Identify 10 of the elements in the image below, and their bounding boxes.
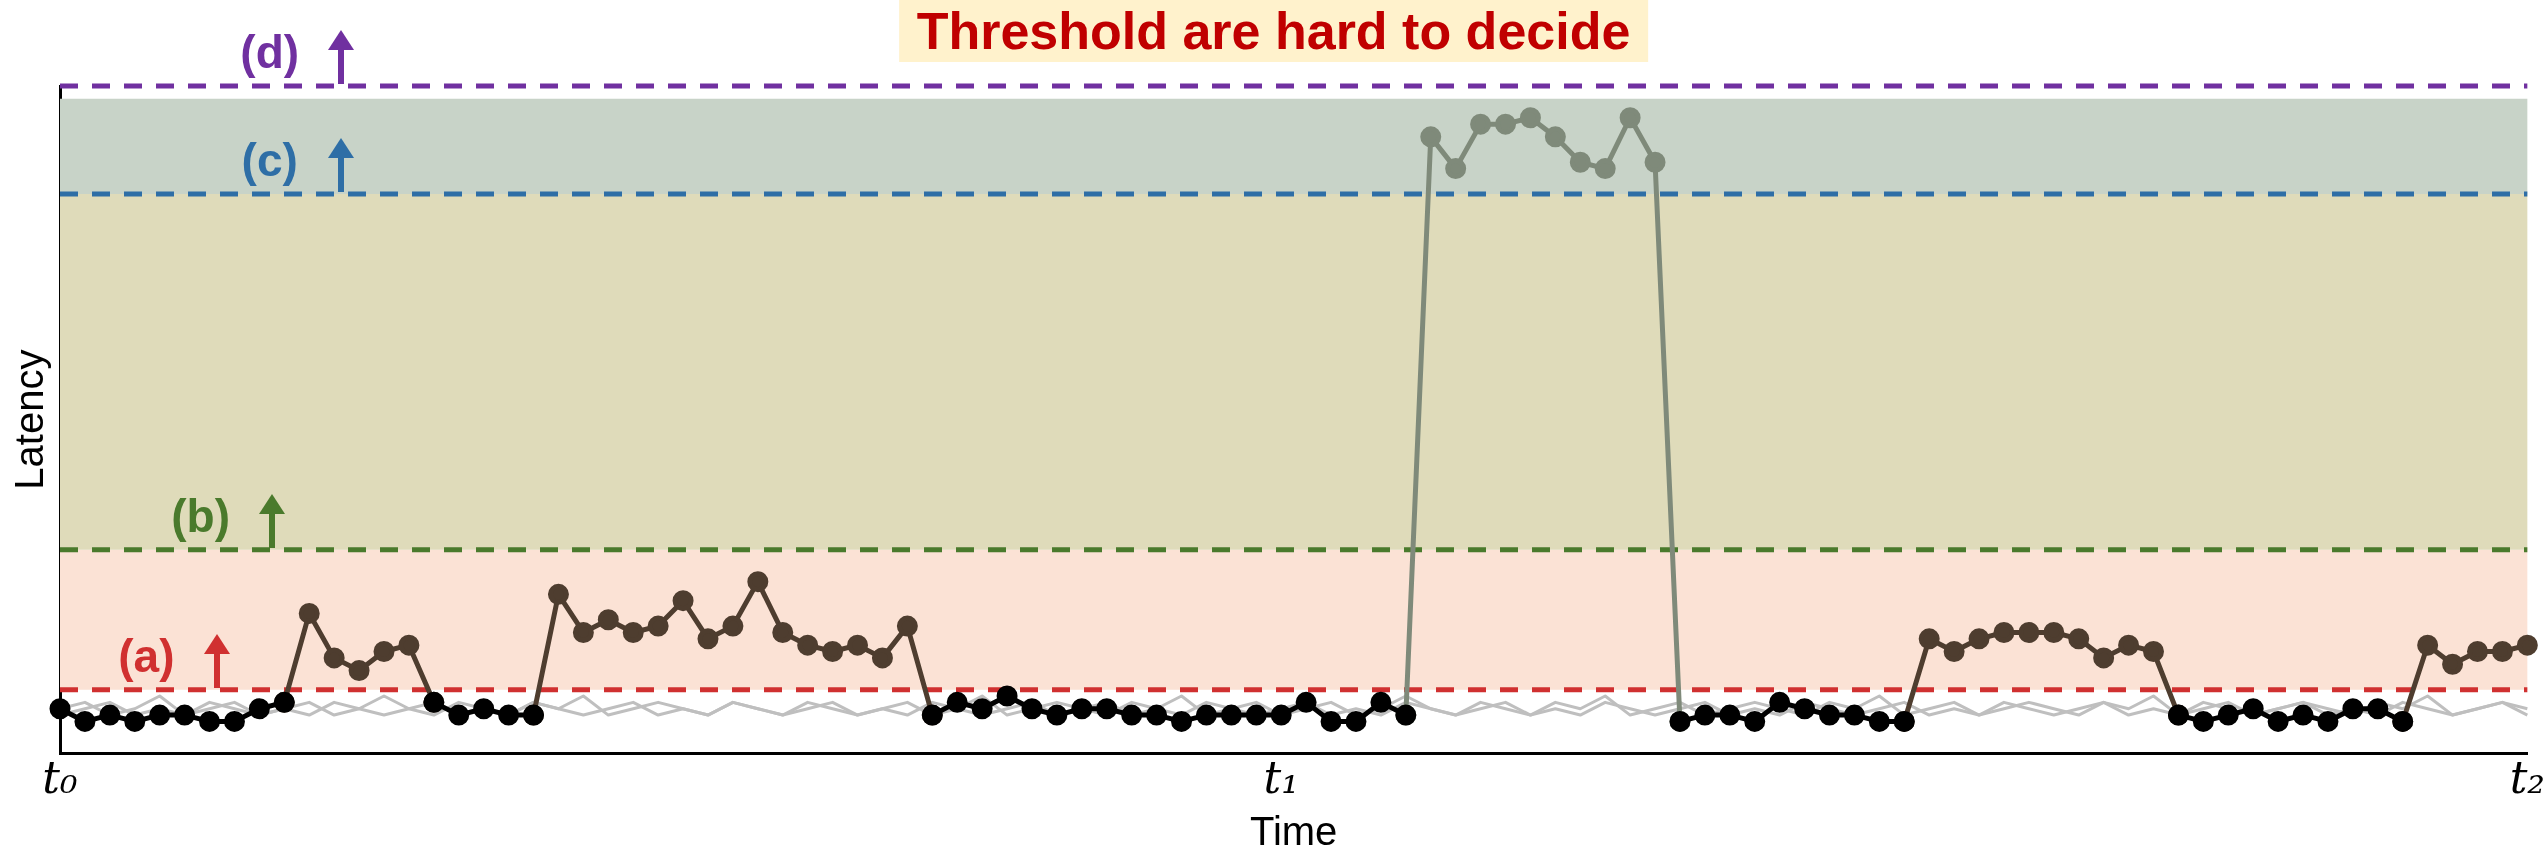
x-tick-label: t₂ xyxy=(2509,752,2545,804)
ref-line-label: (d) xyxy=(240,26,300,78)
x-tick-label: t₀ xyxy=(42,752,79,804)
y-axis-title: Latency xyxy=(7,349,52,490)
ref-line-label: (c) xyxy=(241,134,298,187)
ref-line-label: (a) xyxy=(118,629,175,682)
x-tick-label: t₁ xyxy=(1263,752,1299,804)
ref-line-label: (b) xyxy=(171,489,231,542)
x-axis-title: Time xyxy=(1249,809,1338,854)
chart-title: Threshold are hard to decide xyxy=(898,0,1649,62)
